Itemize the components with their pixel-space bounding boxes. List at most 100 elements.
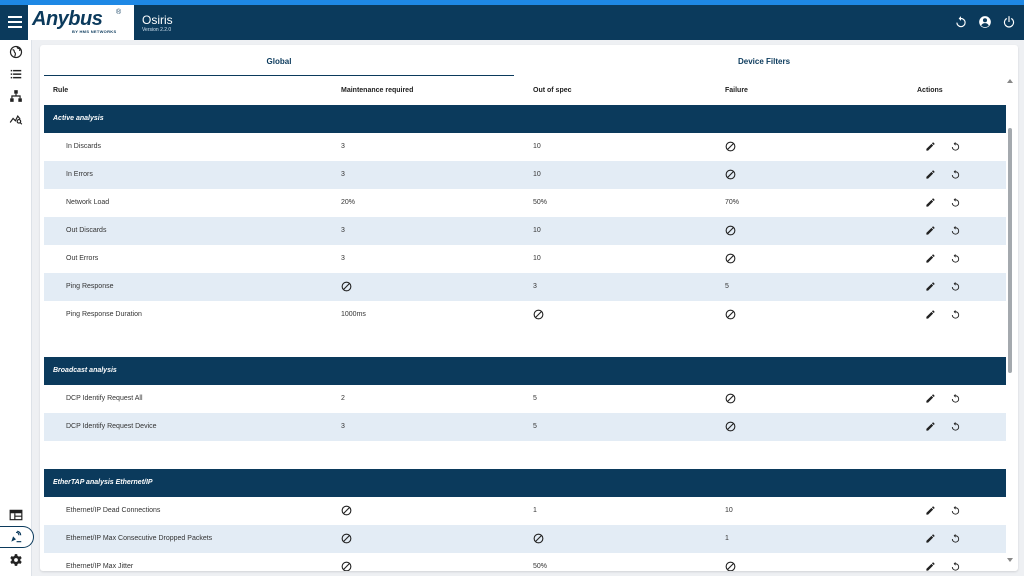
- out-of-spec-value: 50%: [533, 199, 548, 206]
- table-row[interactable]: Ethernet/IP Max Consecutive Dropped Pack…: [44, 525, 1006, 553]
- restart-icon[interactable]: [954, 15, 968, 29]
- disabled-icon: [341, 561, 352, 571]
- settings-icon[interactable]: [9, 553, 23, 567]
- rule-name: Ping Response: [66, 283, 114, 290]
- failure-value: 5: [725, 283, 729, 290]
- table-row[interactable]: DCP Identify Request Device 3 5: [44, 413, 1006, 441]
- logo-registered-mark: ®: [116, 9, 122, 16]
- table-row[interactable]: Out Errors 3 10: [44, 245, 1006, 273]
- dashboard-icon[interactable]: [9, 508, 23, 522]
- disabled-icon: [533, 309, 544, 320]
- edit-icon[interactable]: [925, 309, 936, 320]
- section-header: Broadcast analysis: [44, 357, 1006, 385]
- reset-icon[interactable]: [950, 197, 961, 208]
- disabled-icon: [341, 505, 352, 516]
- column-header-rule[interactable]: Rule: [53, 87, 69, 94]
- column-header-out-of-spec[interactable]: Out of spec: [533, 87, 572, 94]
- power-icon[interactable]: [1002, 15, 1016, 29]
- table-row[interactable]: Out Discards 3 10: [44, 217, 1006, 245]
- failure-value: 10: [725, 507, 733, 514]
- disabled-icon: [725, 253, 736, 264]
- edit-icon[interactable]: [925, 253, 936, 264]
- analytics-icon[interactable]: [9, 112, 23, 126]
- reset-icon[interactable]: [950, 309, 961, 320]
- app-version: Version 2.2.0: [142, 27, 172, 33]
- reset-icon[interactable]: [950, 225, 961, 236]
- table-row[interactable]: In Errors 3 10: [44, 161, 1006, 189]
- out-of-spec-value: 10: [533, 255, 541, 262]
- reset-icon[interactable]: [950, 421, 961, 432]
- account-icon[interactable]: [978, 15, 992, 29]
- vertical-scrollbar[interactable]: [1006, 78, 1014, 568]
- tab-global[interactable]: Global: [44, 45, 514, 76]
- table-row[interactable]: DCP Identify Request All 2 5: [44, 385, 1006, 413]
- out-of-spec-value: 10: [533, 171, 541, 178]
- edit-icon[interactable]: [925, 225, 936, 236]
- table-row[interactable]: In Discards 3 10: [44, 133, 1006, 161]
- edit-icon[interactable]: [925, 561, 936, 571]
- column-header-actions: Actions: [917, 87, 943, 94]
- reset-icon[interactable]: [950, 561, 961, 571]
- scroll-thumb[interactable]: [1008, 128, 1012, 373]
- table-row[interactable]: Ethernet/IP Dead Connections 1 10: [44, 497, 1006, 525]
- topology-icon[interactable]: [9, 89, 23, 103]
- rule-name: In Discards: [66, 143, 102, 150]
- table-row[interactable]: Ping Response Duration 1000ms: [44, 301, 1006, 329]
- edit-icon[interactable]: [925, 421, 936, 432]
- disabled-icon: [341, 533, 352, 544]
- reset-icon[interactable]: [950, 505, 961, 516]
- disabled-icon: [725, 225, 736, 236]
- edit-icon[interactable]: [925, 169, 936, 180]
- out-of-spec-value: 1: [533, 507, 537, 514]
- active-nav-highlight: [0, 526, 34, 548]
- disabled-icon: [725, 141, 736, 152]
- top-accent-bar: [0, 0, 1024, 5]
- menu-icon[interactable]: [8, 14, 22, 28]
- app-header: Anybus ® BY HMS NETWORKS Osiris Version …: [0, 5, 1024, 40]
- failure-value: 70%: [725, 199, 740, 206]
- tab-device-filters[interactable]: Device Filters: [737, 57, 791, 66]
- reset-icon[interactable]: [950, 141, 961, 152]
- scroll-up-arrow[interactable]: [1007, 79, 1013, 83]
- edit-icon[interactable]: [925, 197, 936, 208]
- maintenance-value: 3: [341, 227, 345, 234]
- rule-name: Out Discards: [66, 227, 107, 234]
- logo-text: Anybus: [32, 8, 103, 30]
- disabled-icon: [725, 169, 736, 180]
- disabled-icon: [725, 309, 736, 320]
- disabled-icon: [533, 533, 544, 544]
- reset-icon[interactable]: [950, 393, 961, 404]
- rules-card: Global Device Filters Rule Maintenance r…: [40, 45, 1018, 571]
- list-icon[interactable]: [9, 67, 23, 81]
- scroll-down-arrow[interactable]: [1007, 558, 1013, 562]
- edit-icon[interactable]: [925, 533, 936, 544]
- globe-icon[interactable]: [9, 45, 23, 59]
- column-header-maintenance[interactable]: Maintenance required: [341, 87, 414, 94]
- edit-icon[interactable]: [925, 393, 936, 404]
- rule-name: In Errors: [66, 171, 93, 178]
- reset-icon[interactable]: [950, 281, 961, 292]
- table-row[interactable]: Ping Response 3 5: [44, 273, 1006, 301]
- table-row[interactable]: Network Load 20% 50% 70%: [44, 189, 1006, 217]
- rule-name: DCP Identify Request All: [66, 395, 143, 402]
- disabled-icon: [341, 281, 352, 292]
- app-title: Osiris: [142, 13, 173, 27]
- reset-icon[interactable]: [950, 253, 961, 264]
- rules-icon[interactable]: [9, 530, 23, 544]
- rule-name: Ethernet/IP Dead Connections: [66, 507, 161, 514]
- maintenance-value: 3: [341, 143, 345, 150]
- table-row[interactable]: Ethernet/IP Max Jitter 50%: [44, 553, 1006, 571]
- out-of-spec-value: 50%: [533, 563, 548, 570]
- edit-icon[interactable]: [925, 281, 936, 292]
- edit-icon[interactable]: [925, 505, 936, 516]
- maintenance-value: 20%: [341, 199, 356, 206]
- reset-icon[interactable]: [950, 533, 961, 544]
- edit-icon[interactable]: [925, 141, 936, 152]
- column-header-failure[interactable]: Failure: [725, 87, 748, 94]
- logo-subtitle: BY HMS NETWORKS: [72, 29, 117, 34]
- reset-icon[interactable]: [950, 169, 961, 180]
- maintenance-value: 3: [341, 423, 345, 430]
- rule-name: Out Errors: [66, 255, 99, 262]
- disabled-icon: [725, 561, 736, 571]
- out-of-spec-value: 10: [533, 143, 541, 150]
